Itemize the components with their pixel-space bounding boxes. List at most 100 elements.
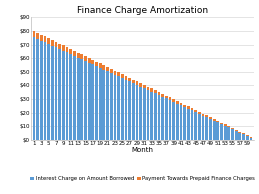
Bar (44, 36, 46, 42)
Bar (198, 114, 201, 140)
Bar (231, 129, 234, 140)
Bar (51, 40, 54, 46)
Bar (69, 54, 72, 140)
Bar (47, 44, 50, 140)
Bar (81, 54, 83, 59)
Bar (103, 65, 105, 69)
Bar (161, 94, 164, 97)
Bar (62, 51, 65, 140)
Bar (187, 107, 190, 109)
Bar (125, 80, 127, 140)
Bar (172, 99, 175, 102)
Bar (62, 45, 65, 51)
Bar (77, 53, 80, 58)
Bar (172, 102, 175, 140)
Bar (99, 63, 102, 68)
Bar (58, 49, 61, 140)
Bar (169, 97, 171, 100)
Bar (40, 41, 43, 140)
Bar (154, 90, 157, 93)
Bar (128, 81, 131, 140)
Bar (121, 74, 124, 78)
Bar (235, 130, 238, 131)
Bar (125, 76, 127, 80)
Title: Finance Charge Amortization: Finance Charge Amortization (77, 6, 208, 15)
Bar (239, 132, 241, 133)
Bar (113, 71, 116, 75)
Bar (176, 104, 179, 140)
Bar (84, 61, 87, 140)
Bar (147, 87, 149, 90)
Bar (40, 35, 43, 41)
Bar (95, 66, 98, 140)
Bar (66, 53, 68, 140)
Bar (213, 119, 215, 121)
Bar (227, 127, 230, 140)
Bar (73, 56, 76, 140)
Bar (55, 47, 57, 140)
Bar (169, 100, 171, 140)
Bar (95, 61, 98, 66)
Bar (84, 56, 87, 61)
Bar (239, 133, 241, 140)
Bar (36, 39, 39, 140)
Bar (202, 115, 204, 140)
Bar (47, 38, 50, 44)
Bar (51, 46, 54, 140)
Bar (128, 78, 131, 81)
Bar (110, 73, 113, 140)
Bar (224, 124, 227, 126)
Bar (194, 110, 197, 112)
Bar (205, 117, 208, 140)
Bar (217, 122, 219, 140)
Bar (113, 75, 116, 140)
Bar (117, 76, 120, 140)
Bar (183, 107, 186, 140)
Legend: Interest Charge on Amount Borrowed, Payment Towards Prepaid Finance Charges: Interest Charge on Amount Borrowed, Paym… (28, 174, 257, 184)
Bar (66, 47, 68, 53)
Bar (132, 80, 135, 83)
Bar (106, 67, 109, 71)
Bar (91, 64, 94, 140)
Bar (191, 110, 193, 140)
Bar (205, 115, 208, 117)
Bar (191, 108, 193, 110)
Bar (161, 97, 164, 140)
Bar (139, 83, 142, 87)
Bar (135, 81, 138, 85)
Bar (81, 59, 83, 140)
Bar (242, 133, 245, 134)
Bar (69, 49, 72, 54)
Bar (180, 103, 182, 105)
Bar (154, 93, 157, 140)
Bar (183, 105, 186, 107)
Bar (224, 126, 227, 140)
Bar (44, 42, 46, 140)
Bar (77, 58, 80, 140)
Bar (58, 44, 61, 49)
X-axis label: Month: Month (132, 147, 153, 153)
Bar (176, 101, 179, 104)
Bar (121, 78, 124, 140)
Bar (194, 112, 197, 140)
Bar (139, 87, 142, 140)
Bar (143, 88, 146, 140)
Bar (88, 63, 91, 140)
Bar (106, 71, 109, 140)
Bar (165, 99, 168, 140)
Bar (220, 123, 223, 124)
Bar (158, 95, 160, 140)
Bar (246, 136, 249, 140)
Bar (249, 137, 252, 138)
Bar (88, 58, 91, 63)
Bar (213, 121, 215, 140)
Bar (209, 119, 212, 140)
Bar (231, 128, 234, 129)
Bar (99, 68, 102, 140)
Bar (246, 135, 249, 136)
Bar (242, 134, 245, 140)
Bar (158, 92, 160, 95)
Bar (36, 33, 39, 39)
Bar (165, 96, 168, 99)
Bar (227, 126, 230, 127)
